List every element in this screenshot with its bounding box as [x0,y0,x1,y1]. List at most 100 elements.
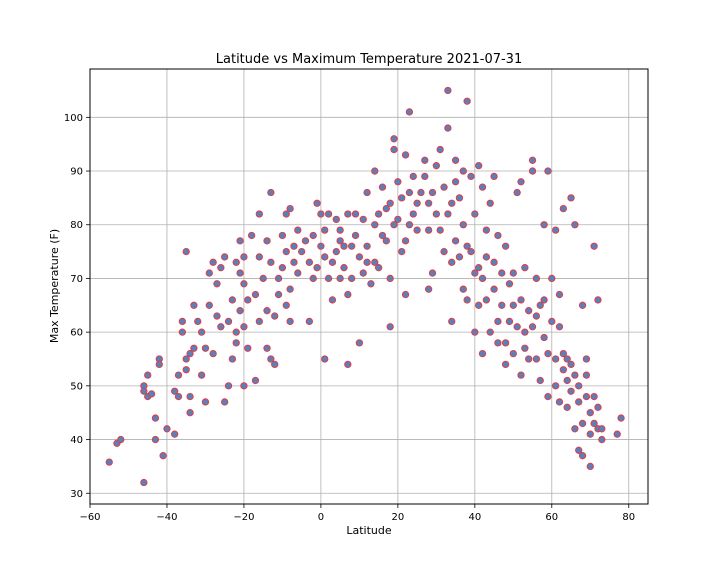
scatter-point [171,387,179,395]
scatter-point [498,269,506,277]
scatter-point [398,194,406,202]
scatter-point [459,167,467,175]
scatter-point [486,328,494,336]
scatter-point [263,307,271,315]
scatter-point [478,183,487,191]
scatter-point [282,210,290,218]
scatter-point [267,355,275,363]
scatter-point [186,392,194,401]
scatter-point [494,339,502,347]
scatter-point [197,371,206,379]
x-tick-label: 0 [318,512,324,523]
scatter-point [228,355,237,363]
scatter-point [286,204,294,213]
scatter-point [555,398,564,406]
scatter-point [321,226,329,234]
scatter-point [563,403,571,411]
scatter-point [528,323,537,331]
scatter-point [344,360,352,369]
scatter-point [394,215,402,224]
scatter-point [405,108,414,116]
scatter-point [540,333,548,342]
scatter-point [551,226,560,234]
scatter-point [513,323,521,331]
scatter-point [424,199,433,207]
scatter-point [490,172,498,181]
scatter-point [244,296,252,304]
scatter-point [371,258,379,266]
scatter-point [559,366,567,374]
scatter-point [178,317,187,326]
y-tick-label: 80 [70,220,83,231]
scatter-point [255,317,263,326]
scatter-point [313,264,321,272]
scatter-point [409,210,417,218]
scatter-point [224,382,233,390]
scatter-point [498,301,506,309]
scatter-point [374,210,383,218]
scatter-point [463,97,471,105]
scatter-point [217,323,225,331]
scatter-point [401,151,410,159]
scatter-point [324,274,333,283]
scatter-point [521,264,529,272]
scatter-point [313,199,321,207]
scatter-point [436,226,444,234]
scatter-point [578,452,587,460]
scatter-point [598,425,606,433]
scatter-point [144,371,152,379]
scatter-point [494,317,502,326]
scatter-point [336,274,344,283]
scatter-point [475,264,483,272]
scatter-point [294,269,302,277]
scatter-point [467,172,475,181]
scatter-point [336,226,344,234]
plot-area-frame [89,68,649,505]
scatter-point [105,458,113,466]
scatter-point [594,403,602,411]
scatter-point [363,188,371,197]
scatter-point [525,307,533,315]
scatter-point [290,258,298,266]
scatter-point [371,221,379,229]
scatter-point [236,269,244,277]
scatter-point [424,226,433,234]
scatter-point [240,253,248,261]
scatter-point [571,425,579,433]
scatter-point [194,317,202,326]
y-axis-ticks: 30 40 50 60 70 80 90 100 [64,113,90,500]
scatter-point [278,264,287,272]
scatter-point [244,344,252,352]
x-tick-label: −40 [156,512,177,523]
scatter-point [390,221,398,229]
scatter-point [317,242,325,250]
scatter-point [478,349,487,358]
scatter-point [351,231,360,240]
scatter-point [413,226,421,234]
scatter-point [501,242,510,250]
scatter-point [544,392,552,401]
scatter-point [186,409,194,417]
scatter-point [444,210,452,218]
scatter-point [386,199,394,207]
data-points [105,86,625,487]
scatter-point [351,210,360,218]
scatter-point [528,167,537,175]
scatter-point [228,296,237,304]
scatter-point [555,290,564,299]
scatter-point [440,183,448,191]
scatter-point [513,188,521,197]
scatter-point [240,323,248,331]
y-axis-label: Max Temperature (F) [48,229,61,343]
scatter-point [571,371,579,379]
scatter-point [517,178,525,186]
scatter-point [147,390,156,398]
scatter-point [478,274,487,283]
scatter-point [559,204,567,213]
scatter-point [178,328,187,336]
scatter-point [317,210,325,218]
scatter-point [451,178,460,186]
scatter-point [509,349,517,358]
scatter-point [494,231,502,240]
scatter-point [201,344,210,352]
